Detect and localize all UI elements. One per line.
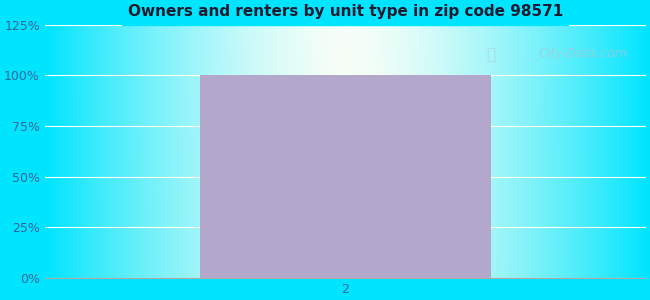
Title: Owners and renters by unit type in zip code 98571: Owners and renters by unit type in zip c… [128, 4, 563, 19]
Text: ⌕: ⌕ [487, 47, 496, 62]
Bar [200, 75, 491, 278]
Text: City-Data.com: City-Data.com [539, 47, 628, 60]
